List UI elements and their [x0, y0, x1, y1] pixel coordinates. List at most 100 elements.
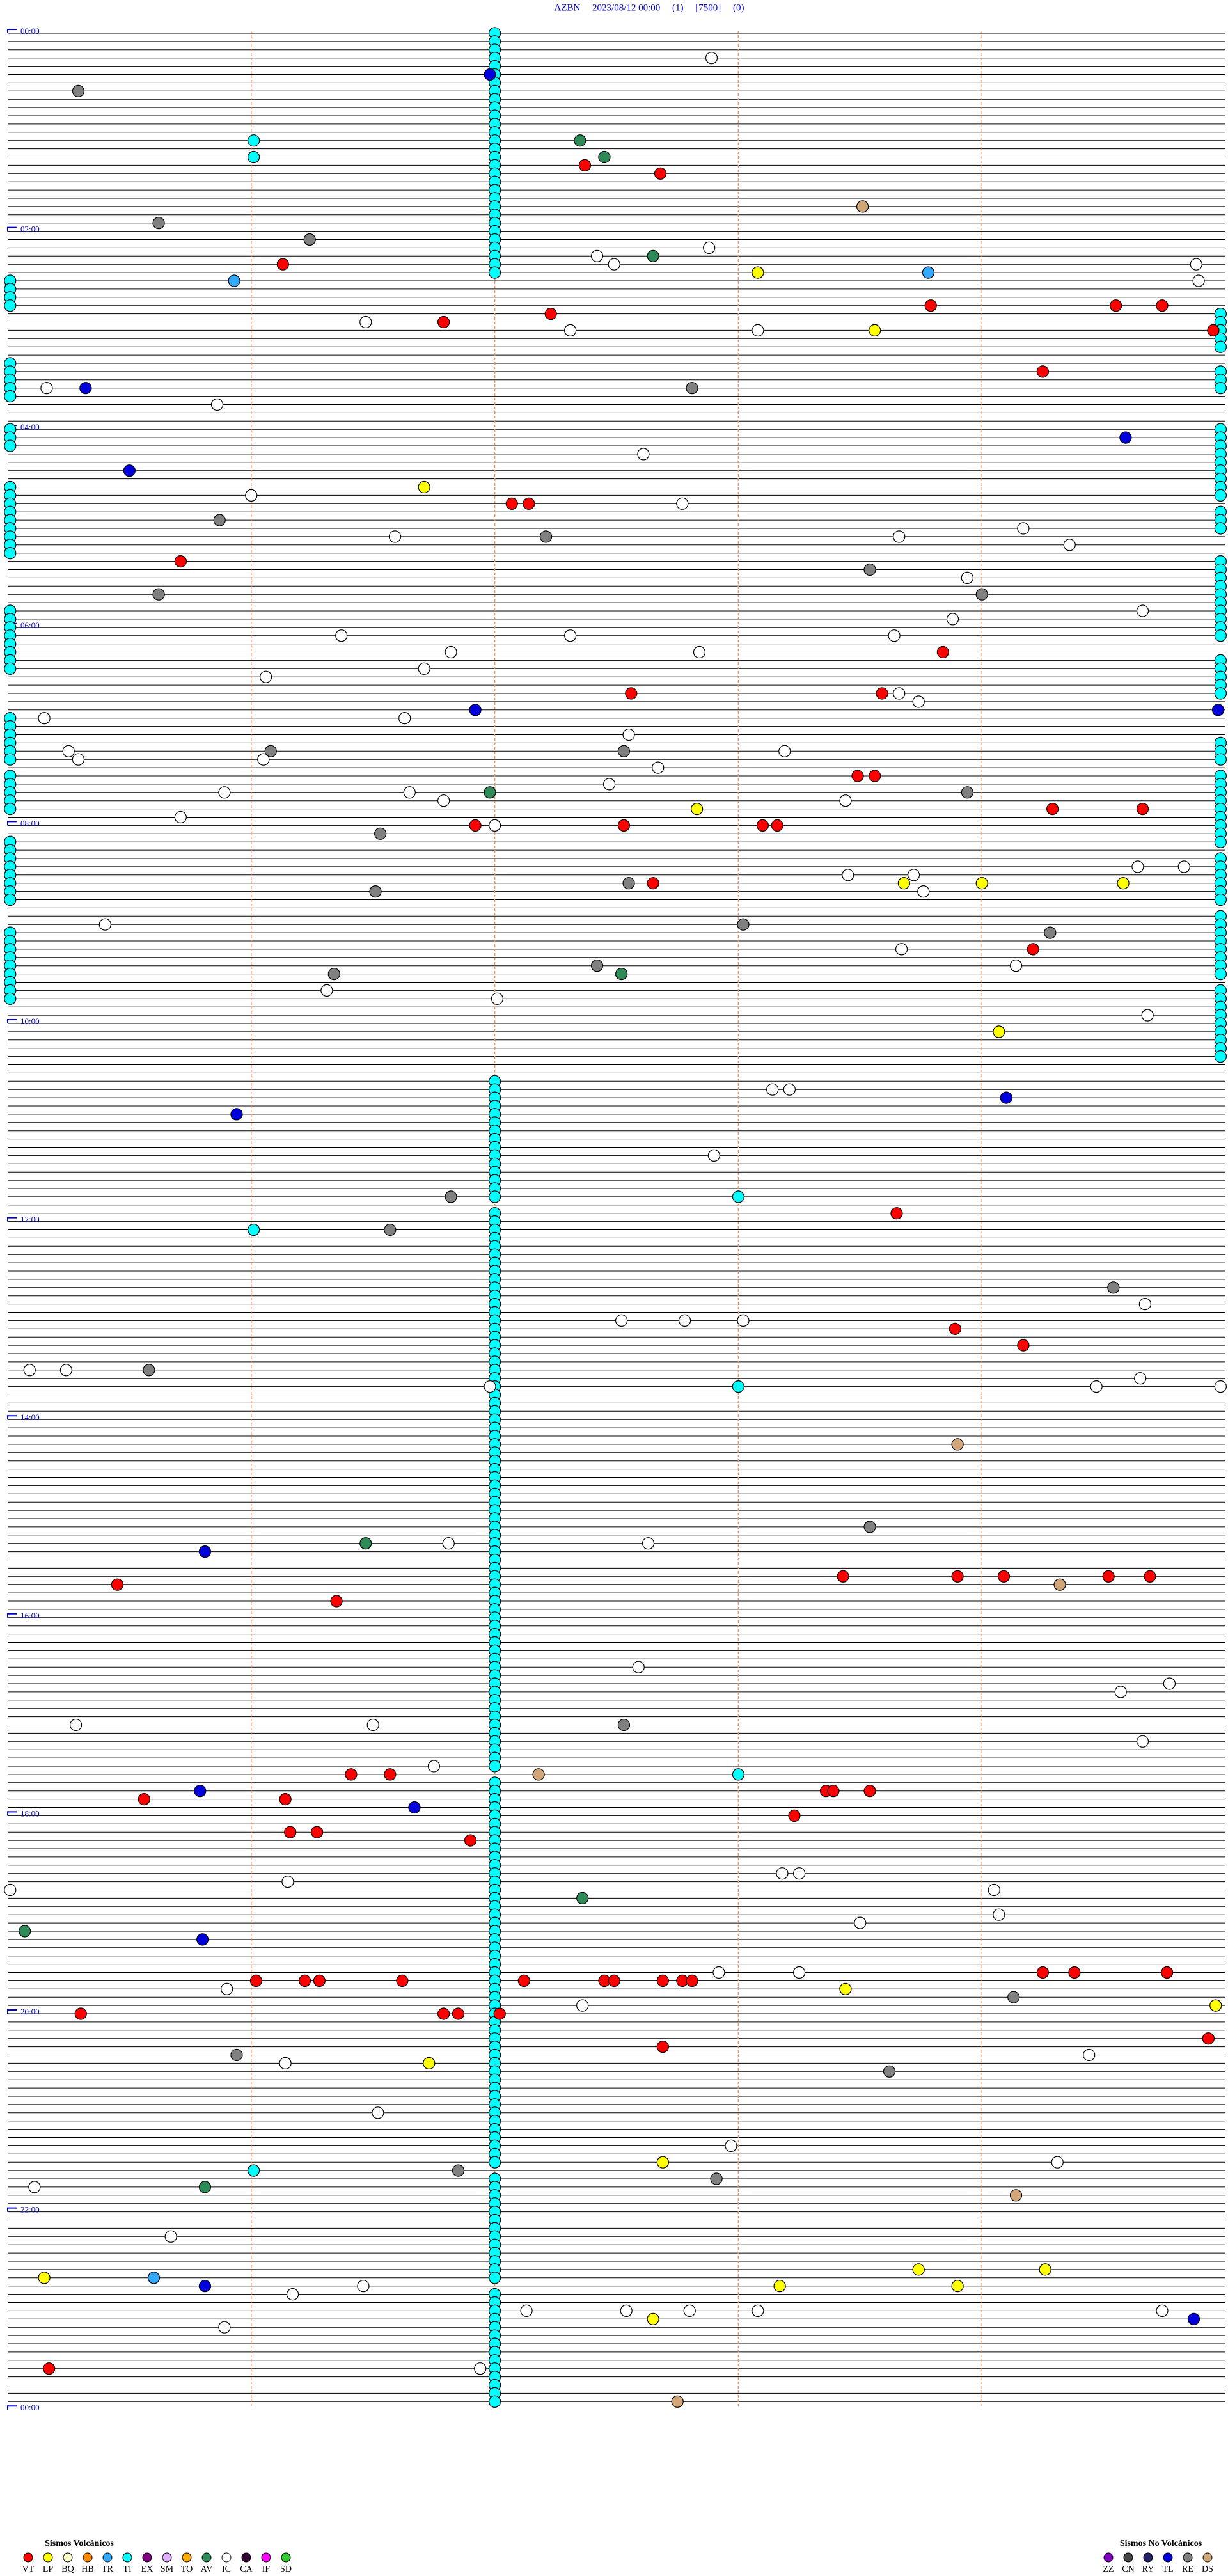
- event-marker: [249, 1974, 263, 1987]
- event-marker: [79, 382, 92, 395]
- event-marker: [138, 1793, 150, 1806]
- event-marker: [946, 613, 959, 626]
- hour-label: 22:00: [20, 2205, 40, 2215]
- hour-label: 08:00: [20, 818, 40, 828]
- event-marker: [488, 2156, 501, 2169]
- event-marker: [756, 819, 769, 832]
- event-marker: [72, 753, 85, 766]
- event-marker: [1214, 835, 1227, 848]
- event-marker: [4, 299, 17, 312]
- event-marker: [111, 1578, 123, 1591]
- legend-swatch: [83, 2552, 93, 2563]
- event-marker: [303, 233, 316, 246]
- hour-bracket: [7, 1613, 17, 1618]
- event-marker: [279, 2057, 292, 2069]
- event-marker: [1214, 753, 1227, 766]
- event-marker: [590, 249, 604, 262]
- event-marker: [484, 786, 496, 799]
- event-marker: [951, 2280, 964, 2293]
- legend-swatch: [1143, 2552, 1153, 2563]
- legend-code: EX: [141, 2564, 154, 2574]
- event-marker: [23, 1364, 36, 1377]
- event-marker: [1039, 2263, 1051, 2276]
- event-marker: [1136, 1735, 1149, 1748]
- event-marker: [1114, 1686, 1127, 1698]
- event-marker: [1141, 1009, 1154, 1022]
- event-marker: [564, 629, 577, 642]
- event-marker: [213, 514, 226, 526]
- event-marker: [776, 1867, 789, 1880]
- legend-code: SD: [280, 2564, 292, 2574]
- event-marker: [1144, 1570, 1156, 1583]
- event-marker: [43, 2362, 56, 2375]
- event-marker: [897, 877, 910, 890]
- hour-label: 06:00: [20, 620, 40, 630]
- event-marker: [912, 2263, 925, 2276]
- event-marker: [335, 629, 348, 642]
- event-marker: [574, 134, 586, 147]
- event-marker: [705, 52, 718, 65]
- event-marker: [883, 2065, 896, 2078]
- event-marker: [228, 274, 240, 287]
- event-marker: [725, 2139, 737, 2152]
- event-marker: [683, 2304, 696, 2317]
- event-marker: [505, 497, 518, 510]
- event-marker: [608, 258, 620, 271]
- legend-swatch: [23, 2552, 33, 2563]
- event-marker: [693, 645, 706, 659]
- event-marker: [854, 1916, 867, 1929]
- event-marker: [1156, 2304, 1169, 2317]
- event-marker: [198, 1545, 212, 1558]
- event-marker: [1214, 489, 1227, 502]
- event-marker: [1017, 1339, 1030, 1352]
- event-marker: [1136, 604, 1149, 617]
- legend-swatch: [1123, 2552, 1133, 2563]
- event-marker: [488, 2395, 501, 2408]
- event-marker: [924, 299, 937, 312]
- event-marker: [961, 786, 973, 799]
- event-marker: [951, 1570, 964, 1583]
- event-marker: [4, 802, 17, 816]
- hour-label: 04:00: [20, 422, 40, 432]
- event-marker: [70, 1718, 83, 1732]
- event-marker: [174, 810, 187, 824]
- legend-swatch: [182, 2552, 192, 2563]
- legend-code: DS: [1202, 2564, 1213, 2574]
- event-marker: [975, 588, 988, 601]
- event-marker: [622, 877, 635, 890]
- event-marker: [210, 398, 224, 411]
- legend-code: BQ: [61, 2564, 74, 2574]
- event-marker: [710, 2172, 723, 2185]
- event-marker: [427, 1760, 441, 1773]
- event-marker: [359, 1537, 372, 1550]
- event-marker: [893, 687, 906, 700]
- event-marker: [576, 1892, 589, 1904]
- event-marker: [59, 1364, 72, 1377]
- event-marker: [632, 1661, 645, 1673]
- event-marker: [703, 241, 716, 254]
- event-marker: [792, 1966, 806, 1979]
- event-marker: [712, 1966, 725, 1979]
- legend-swatch: [1202, 2552, 1213, 2563]
- event-marker: [523, 497, 535, 510]
- event-marker: [40, 382, 53, 395]
- event-marker: [164, 2230, 177, 2243]
- event-marker: [1214, 967, 1227, 981]
- event-marker: [1214, 687, 1227, 700]
- event-marker: [993, 1908, 1005, 1921]
- event-marker: [327, 967, 340, 981]
- event-marker: [890, 1207, 903, 1220]
- event-marker: [196, 1933, 209, 1946]
- event-marker: [28, 2181, 41, 2193]
- event-marker: [1214, 1050, 1227, 1063]
- event-marker: [388, 530, 402, 543]
- event-marker: [1211, 704, 1225, 716]
- event-marker: [313, 1974, 326, 1987]
- event-marker: [1161, 1966, 1174, 1979]
- event-marker: [4, 753, 17, 766]
- event-marker: [248, 134, 260, 147]
- event-marker: [4, 662, 17, 675]
- event-marker: [320, 984, 333, 997]
- event-marker: [257, 753, 270, 766]
